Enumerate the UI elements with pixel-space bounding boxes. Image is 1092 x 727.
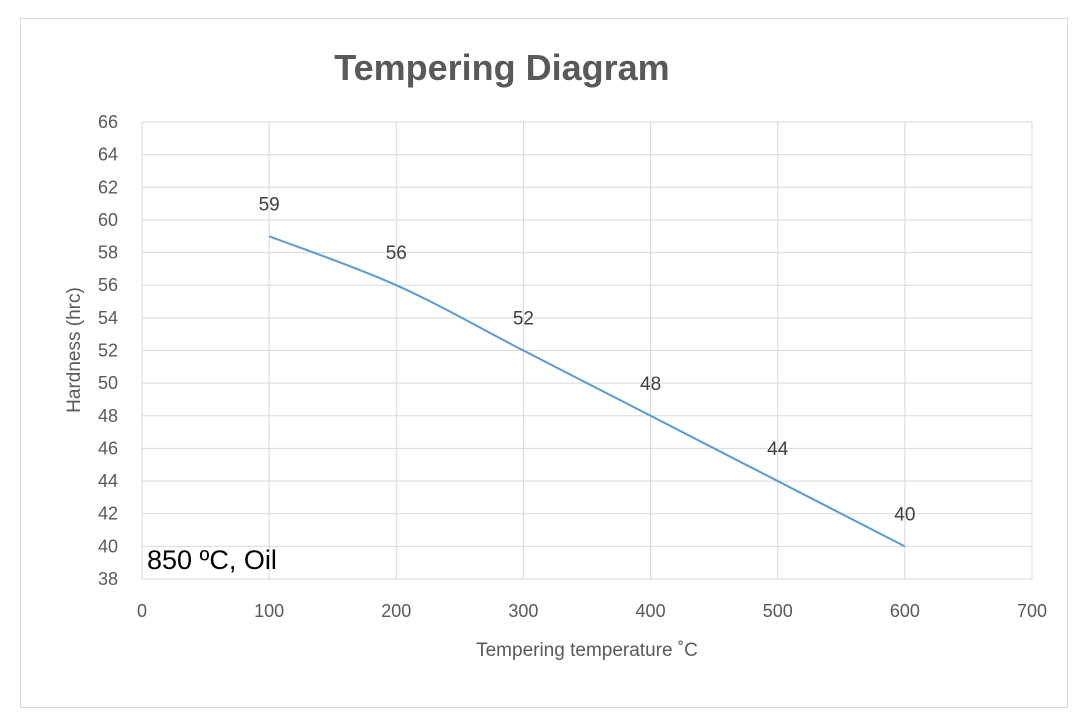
x-tick-label: 0 [137, 601, 147, 621]
chart-title: Tempering Diagram [334, 47, 669, 88]
x-tick-label: 300 [508, 601, 538, 621]
x-tick-label: 200 [381, 601, 411, 621]
data-labels: 59 56 52 48 44 40 [259, 194, 916, 525]
data-label: 48 [640, 374, 661, 395]
y-tick-label: 50 [98, 373, 118, 393]
y-tick-label: 60 [98, 210, 118, 230]
x-tick-label: 700 [1017, 601, 1047, 621]
x-tick-label: 100 [254, 601, 284, 621]
y-tick-label: 66 [98, 112, 118, 132]
x-tick-label: 500 [763, 601, 793, 621]
y-tick-label: 56 [98, 275, 118, 295]
series-line [268, 235, 906, 548]
y-tick-label: 62 [98, 177, 118, 197]
data-label: 59 [259, 194, 280, 215]
series-layer [268, 235, 906, 548]
chart-frame [20, 18, 1068, 708]
y-tick-label: 46 [98, 438, 118, 458]
y-tick-label: 40 [98, 536, 118, 556]
data-label: 44 [767, 439, 789, 460]
x-tick-label: 400 [636, 601, 666, 621]
y-tick-label: 42 [98, 504, 118, 524]
condition-annotation: 850 ºC, Oil [147, 545, 277, 575]
y-axis-title: Hardness (hrc) [64, 287, 85, 413]
data-label: 52 [513, 309, 534, 330]
y-tick-label: 44 [98, 471, 118, 491]
y-tick-label: 38 [98, 569, 118, 589]
x-tick-label: 600 [890, 601, 920, 621]
y-tick-label: 58 [98, 243, 118, 263]
x-axis-title: Tempering temperature ˚C [476, 640, 698, 661]
y-tick-label: 54 [98, 308, 118, 328]
y-tick-label: 48 [98, 406, 118, 426]
data-label: 56 [386, 243, 407, 264]
y-tick-label: 64 [98, 145, 118, 165]
tick-labels: 38 40 42 44 46 48 50 52 54 56 58 60 62 64 66 0 100 200 300… [98, 112, 1047, 621]
y-tick-label: 52 [98, 341, 118, 361]
data-label: 40 [894, 504, 915, 525]
